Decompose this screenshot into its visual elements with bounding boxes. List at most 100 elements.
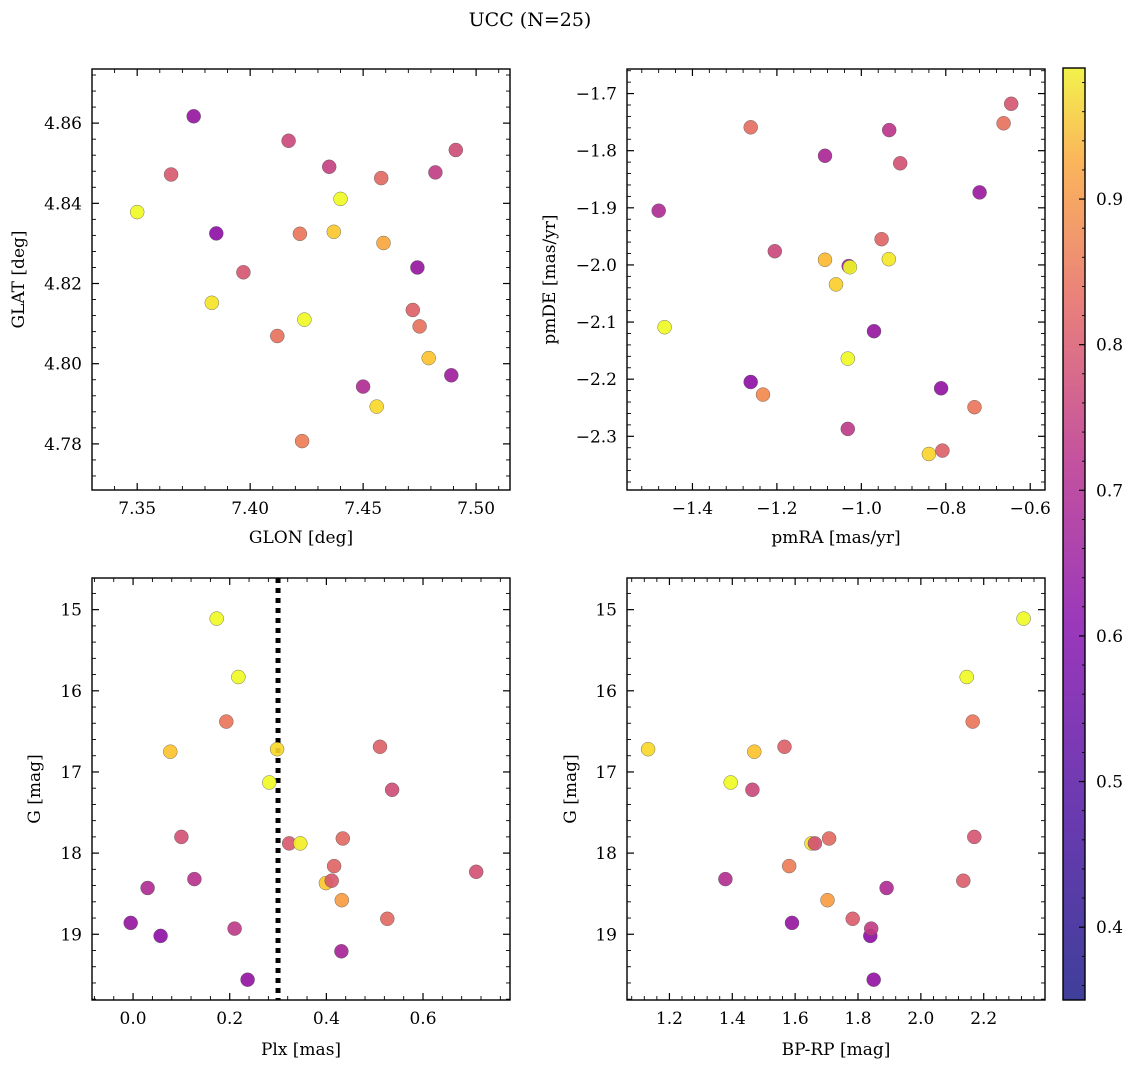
x-axis-label: GLON [deg] — [249, 528, 353, 548]
data-point — [967, 829, 982, 845]
axes-frame — [626, 68, 1046, 491]
y-tick-label: 4.86 — [44, 114, 82, 134]
x-axis-label: BP-RP [mag] — [782, 1040, 891, 1060]
x-tick-label: 0.0 — [120, 1009, 147, 1029]
y-tick-label: −1.8 — [576, 142, 617, 162]
x-axis-label: pmRA [mas/yr] — [771, 528, 900, 548]
x-tick-label: 2.2 — [970, 1009, 997, 1029]
data-point — [262, 775, 277, 790]
x-tick-label: 2.0 — [907, 1009, 934, 1029]
data-point — [874, 231, 889, 247]
data-point — [745, 782, 760, 797]
data-point — [335, 831, 350, 846]
data-point — [334, 893, 349, 908]
data-point — [866, 324, 882, 339]
data-point — [820, 893, 835, 908]
data-point — [428, 165, 443, 180]
data-point — [384, 782, 400, 797]
colorbar-gradient — [1063, 68, 1085, 1000]
data-point — [972, 185, 987, 200]
data-point — [817, 148, 833, 164]
data-point — [782, 858, 797, 874]
data-point — [959, 669, 974, 685]
y-tick-label: 4.80 — [44, 355, 82, 375]
data-point — [996, 116, 1011, 131]
data-point — [967, 400, 982, 415]
y-tick-label: 16 — [595, 682, 617, 702]
data-point — [227, 921, 242, 936]
data-point — [1004, 96, 1019, 112]
data-point — [209, 226, 224, 241]
data-point — [369, 399, 384, 414]
scatter-points — [651, 96, 1019, 462]
panel-bprp-g: 1.2 1.4 1.6 1.8 2.0 2.2 15 16 17 18 19 BP-RP [mag]… — [561, 577, 1046, 1060]
y-tick-label: −1.7 — [576, 85, 617, 105]
axes-frame — [91, 577, 511, 1001]
x-tick-label: 7.40 — [231, 499, 269, 519]
x-tick-label: −0.8 — [925, 499, 966, 519]
y-tick-label: −2.0 — [576, 256, 617, 276]
x-tick-label: 7.35 — [118, 499, 156, 519]
data-point — [965, 714, 980, 729]
y-tick-label: 15 — [595, 601, 617, 621]
figure-title: UCC (N=25) — [469, 9, 592, 31]
x-tick-label: 1.8 — [844, 1009, 871, 1029]
x-tick-label: 0.6 — [409, 1009, 436, 1029]
data-point — [777, 739, 792, 754]
data-point — [767, 243, 782, 259]
colorbar-tick-label: 0.7 — [1096, 481, 1123, 501]
data-point — [866, 972, 881, 987]
data-point — [840, 421, 855, 437]
x-tick-label: 1.6 — [782, 1009, 809, 1029]
y-tick-label: 4.82 — [44, 275, 82, 295]
data-point — [269, 742, 285, 757]
data-point — [209, 611, 224, 626]
data-point — [1016, 611, 1031, 626]
panel-glon-glat: 7.35 7.40 7.45 7.50 4.78 4.80 4.82 4.84 4.86 GLO… — [9, 68, 511, 548]
colorbar-tick-label: 0.9 — [1096, 190, 1123, 210]
data-point — [380, 911, 395, 926]
x-tick-label: 1.2 — [656, 1009, 683, 1029]
x-tick-label: −1.0 — [841, 499, 882, 519]
y-tick-label: 19 — [595, 925, 617, 945]
x-tick-label: −1.4 — [672, 499, 713, 519]
colorbar: 0.4 0.5 0.6 0.7 0.8 0.9 — [1062, 67, 1123, 1001]
data-point — [324, 873, 339, 888]
data-point — [123, 915, 138, 931]
data-point — [334, 944, 349, 959]
data-point — [412, 319, 427, 334]
y-tick-label: 16 — [60, 682, 82, 702]
data-point — [405, 302, 420, 318]
data-point — [129, 204, 145, 220]
axes-frame — [626, 577, 1046, 1001]
y-tick-label: 17 — [60, 763, 82, 783]
data-point — [231, 669, 246, 685]
y-tick-label: 17 — [595, 763, 617, 783]
data-point — [956, 873, 971, 888]
data-point — [140, 880, 155, 896]
axis-ticks: −1.4 −1.2 −1.0 −0.8 −0.6 −2.3 −2.2 −2.1 −2.0 −1.9… — [576, 69, 1051, 519]
data-point — [448, 142, 463, 158]
data-point — [864, 921, 879, 936]
x-tick-label: −1.2 — [756, 499, 797, 519]
data-point — [743, 374, 758, 390]
data-point — [651, 203, 666, 218]
data-point — [292, 226, 308, 242]
y-tick-label: 4.84 — [44, 194, 82, 214]
x-tick-label: −0.6 — [1010, 499, 1051, 519]
data-point — [882, 122, 897, 138]
y-tick-label: −1.9 — [576, 199, 617, 219]
data-point — [821, 831, 837, 846]
data-point — [845, 911, 860, 926]
data-point — [174, 829, 189, 845]
data-point — [817, 252, 833, 267]
data-point — [270, 328, 285, 344]
axis-ticks: 7.35 7.40 7.45 7.50 4.78 4.80 4.82 4.84 4.86 — [44, 69, 510, 519]
data-point — [840, 351, 855, 366]
data-point — [640, 742, 656, 757]
y-tick-label: −2.1 — [576, 313, 617, 333]
scatter-points — [640, 611, 1031, 987]
y-tick-label: 18 — [60, 844, 82, 864]
data-point — [187, 871, 202, 887]
